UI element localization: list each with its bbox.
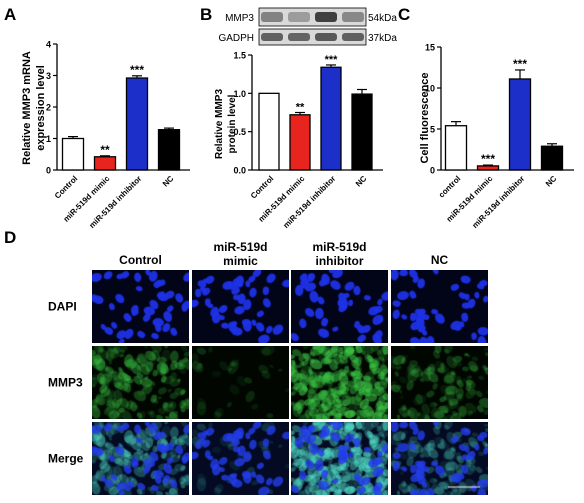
- chart-b-ytick-label: 1.5: [233, 51, 246, 61]
- chart-a-ytick-label: 0: [46, 166, 51, 176]
- chart-b-category-label: miR-519d inhibitor: [281, 174, 337, 230]
- blot-band: [342, 12, 364, 22]
- chart-c-bar: [444, 125, 468, 171]
- chart-c-ytick-label: 15: [425, 43, 435, 53]
- chart-b-bar: [258, 92, 280, 171]
- micrograph-dapi-2: [291, 270, 388, 343]
- blot-band: [315, 33, 337, 41]
- micrograph-row-label: MMP3: [48, 376, 83, 390]
- micrograph-mmp3-2: [291, 346, 388, 419]
- chart-c-significance: ***: [513, 57, 527, 71]
- chart-b-significance: **: [296, 102, 305, 114]
- micrograph-column-label: miR-519d: [312, 240, 366, 254]
- chart-a-bar: [125, 77, 149, 171]
- micrograph-merge-0: [92, 422, 189, 495]
- blot-band: [342, 33, 364, 41]
- panel-label-a: A: [4, 5, 16, 24]
- chart-b-ylabel-line2: protein level: [227, 94, 238, 153]
- chart-a-ytick-label: 1: [46, 134, 51, 144]
- chart-a-bar: [61, 137, 85, 171]
- chart-c: Cell fluorescence 051015control***miR-51…: [419, 43, 574, 230]
- chart-c-bar: [540, 145, 564, 171]
- chart-c-ytick-label: 0: [430, 166, 435, 176]
- panel-label-c: C: [398, 5, 410, 24]
- blot-row-label-mmp3: MMP3: [225, 13, 254, 24]
- blot-band: [288, 12, 310, 22]
- chart-a: Relative MMP3 mRNA expression level 0 1 2 3…: [21, 40, 190, 230]
- chart-b-bar: [351, 93, 373, 171]
- chart-a-bar: [157, 129, 181, 171]
- micrograph-row-label: DAPI: [48, 300, 77, 314]
- chart-c-bar: [508, 78, 532, 171]
- micrograph-column-label: NC: [431, 253, 449, 267]
- blot-band: [261, 12, 283, 22]
- micrograph-dapi-0: [92, 270, 189, 343]
- chart-c-category-label: control: [437, 174, 463, 200]
- blot-band: [261, 33, 283, 41]
- chart-b-ytick-label: 0.0: [233, 166, 246, 176]
- micrograph-dapi-1: [192, 270, 289, 343]
- micrograph-column-label: inhibitor: [316, 254, 364, 268]
- micrograph-dapi-3: [391, 270, 488, 343]
- chart-a-category-label: NC: [161, 174, 176, 189]
- micrograph-merge-3: [391, 422, 488, 495]
- micrograph-mmp3-3: [391, 346, 488, 419]
- blot-size-label-mmp3: 54kDa: [368, 13, 397, 24]
- chart-a-ytick-label: 4: [46, 40, 51, 50]
- micrograph-mmp3-0: [92, 346, 189, 419]
- blot-band: [288, 33, 310, 41]
- blot-strip-gadph: [258, 28, 367, 46]
- micrograph-merge-2: [291, 422, 388, 495]
- micrograph-column-label: miR-519d: [213, 240, 267, 254]
- panel-label-b: B: [200, 5, 212, 24]
- micrograph-row-label: Merge: [48, 452, 84, 466]
- chart-a-ylabel-line1: Relative MMP3 mRNA: [21, 51, 33, 165]
- blot-size-label-gadph: 37kDa: [368, 33, 397, 44]
- blot-row-label-gadph: GADPH: [218, 33, 254, 44]
- chart-b-bar: [289, 114, 311, 171]
- blot-band: [315, 12, 337, 22]
- chart-b: Relative MMP3 protein level 0.0 0.5 1.0 1.5…: [214, 51, 383, 230]
- panel-label-d: D: [4, 228, 16, 247]
- chart-b-ytick-label: 0.5: [233, 127, 246, 137]
- micrograph-column-label: mimic: [223, 254, 258, 268]
- blot-strip-mmp3: [258, 7, 367, 27]
- chart-c-category-label: NC: [544, 174, 559, 189]
- chart-a-ytick-label: 2: [46, 103, 51, 113]
- chart-b-ytick-label: 1.0: [233, 89, 246, 99]
- chart-c-significance: ***: [481, 152, 495, 166]
- chart-a-ylabel-line2: expression level: [35, 65, 47, 151]
- chart-c-ytick-label: 5: [430, 125, 435, 135]
- chart-c-ytick-label: 10: [425, 84, 435, 94]
- chart-b-category-label: Control: [249, 174, 275, 200]
- chart-c-ylabel: Cell fluorescence: [419, 72, 431, 163]
- chart-a-ytick-label: 3: [46, 71, 51, 81]
- chart-a-category-label: Control: [53, 174, 79, 200]
- chart-c-bar: [476, 165, 500, 171]
- chart-b-bar: [320, 66, 342, 171]
- micrograph-mmp3-1: [192, 346, 289, 419]
- chart-b-category-label: NC: [354, 174, 369, 189]
- chart-b-ylabel-line1: Relative MMP3: [214, 89, 225, 159]
- chart-a-bar: [93, 156, 117, 171]
- western-blot: MMP3 GADPH 54kDa 37kDa: [218, 7, 397, 46]
- micrograph-column-label: Control: [119, 253, 162, 267]
- chart-a-significance: **: [100, 143, 110, 157]
- micrograph-merge-1: [192, 422, 289, 495]
- chart-b-significance: ***: [325, 54, 339, 66]
- chart-a-significance: ***: [130, 63, 144, 77]
